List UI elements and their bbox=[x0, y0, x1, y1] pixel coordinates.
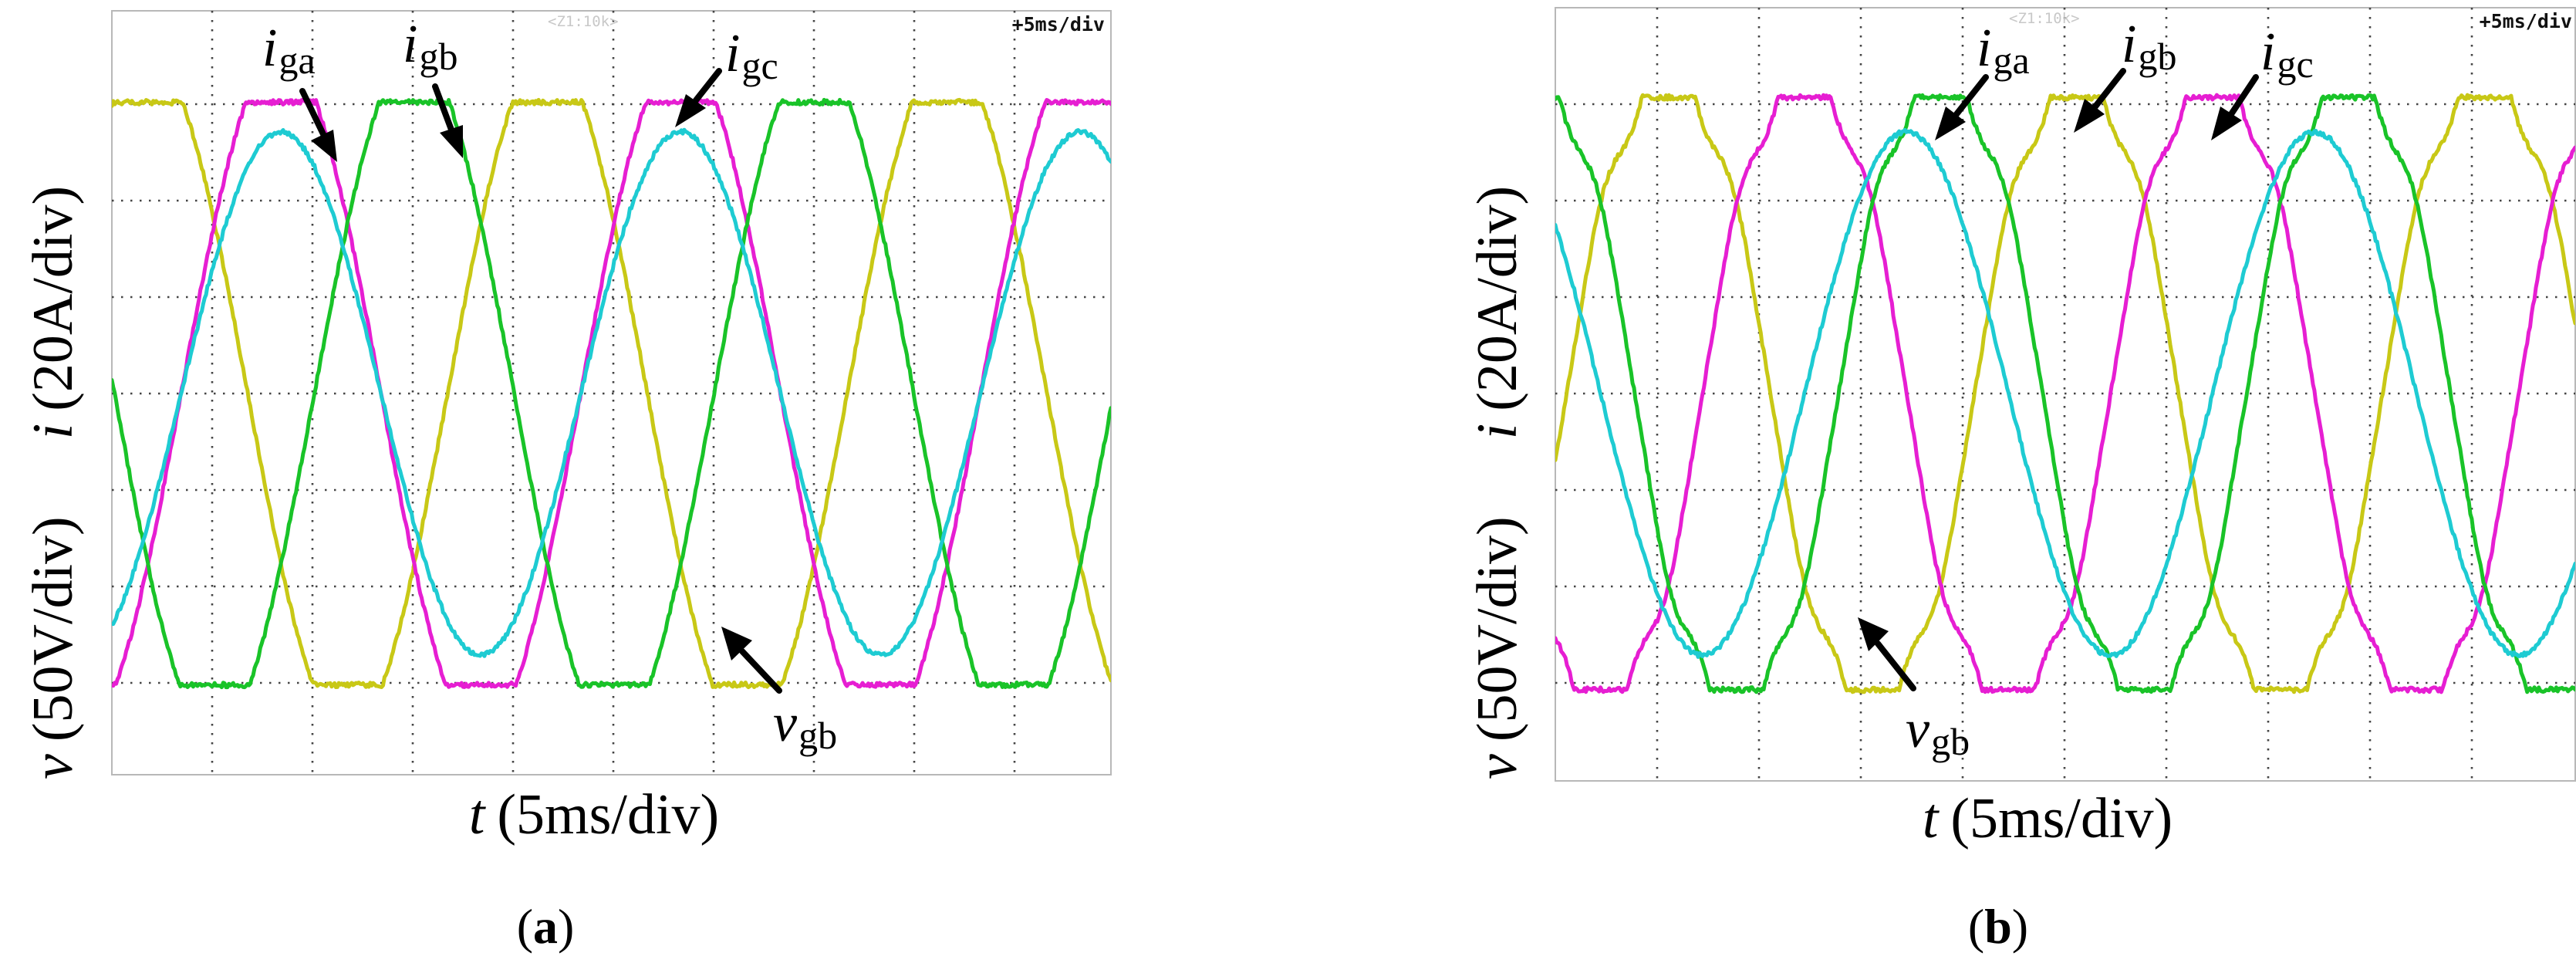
panel-label-a: (a) bbox=[517, 899, 575, 954]
y-axis-label-a: v(50V/div)i(20A/div) bbox=[22, 186, 85, 779]
x-axis-label-a: t (5ms/div) bbox=[469, 783, 719, 846]
scope-marker-b: <Z1:10k> bbox=[2009, 10, 2080, 27]
timebase-label-a: +5ms/div bbox=[1012, 13, 1105, 35]
x-axis-label-b: t (5ms/div) bbox=[1923, 787, 2173, 850]
panel-b: <Z1:10k> +5ms/div iga igb igc vgb bbox=[1466, 8, 2575, 954]
panel-label-b: (b) bbox=[1968, 899, 2028, 954]
scope-marker-a: <Z1:10k> bbox=[548, 13, 619, 30]
timebase-label-b: +5ms/div bbox=[2480, 10, 2572, 32]
svg-text:v(50V/div)i(20A/div): v(50V/div)i(20A/div) bbox=[22, 186, 85, 779]
panel-a: <Z1:10k> +5ms/div iga igb igc vgb bbox=[22, 11, 1111, 954]
svg-text:v(50V/div)i(20A/div): v(50V/div)i(20A/div) bbox=[1466, 186, 1529, 779]
y-axis-label-b: v(50V/div)i(20A/div) bbox=[1466, 186, 1529, 779]
